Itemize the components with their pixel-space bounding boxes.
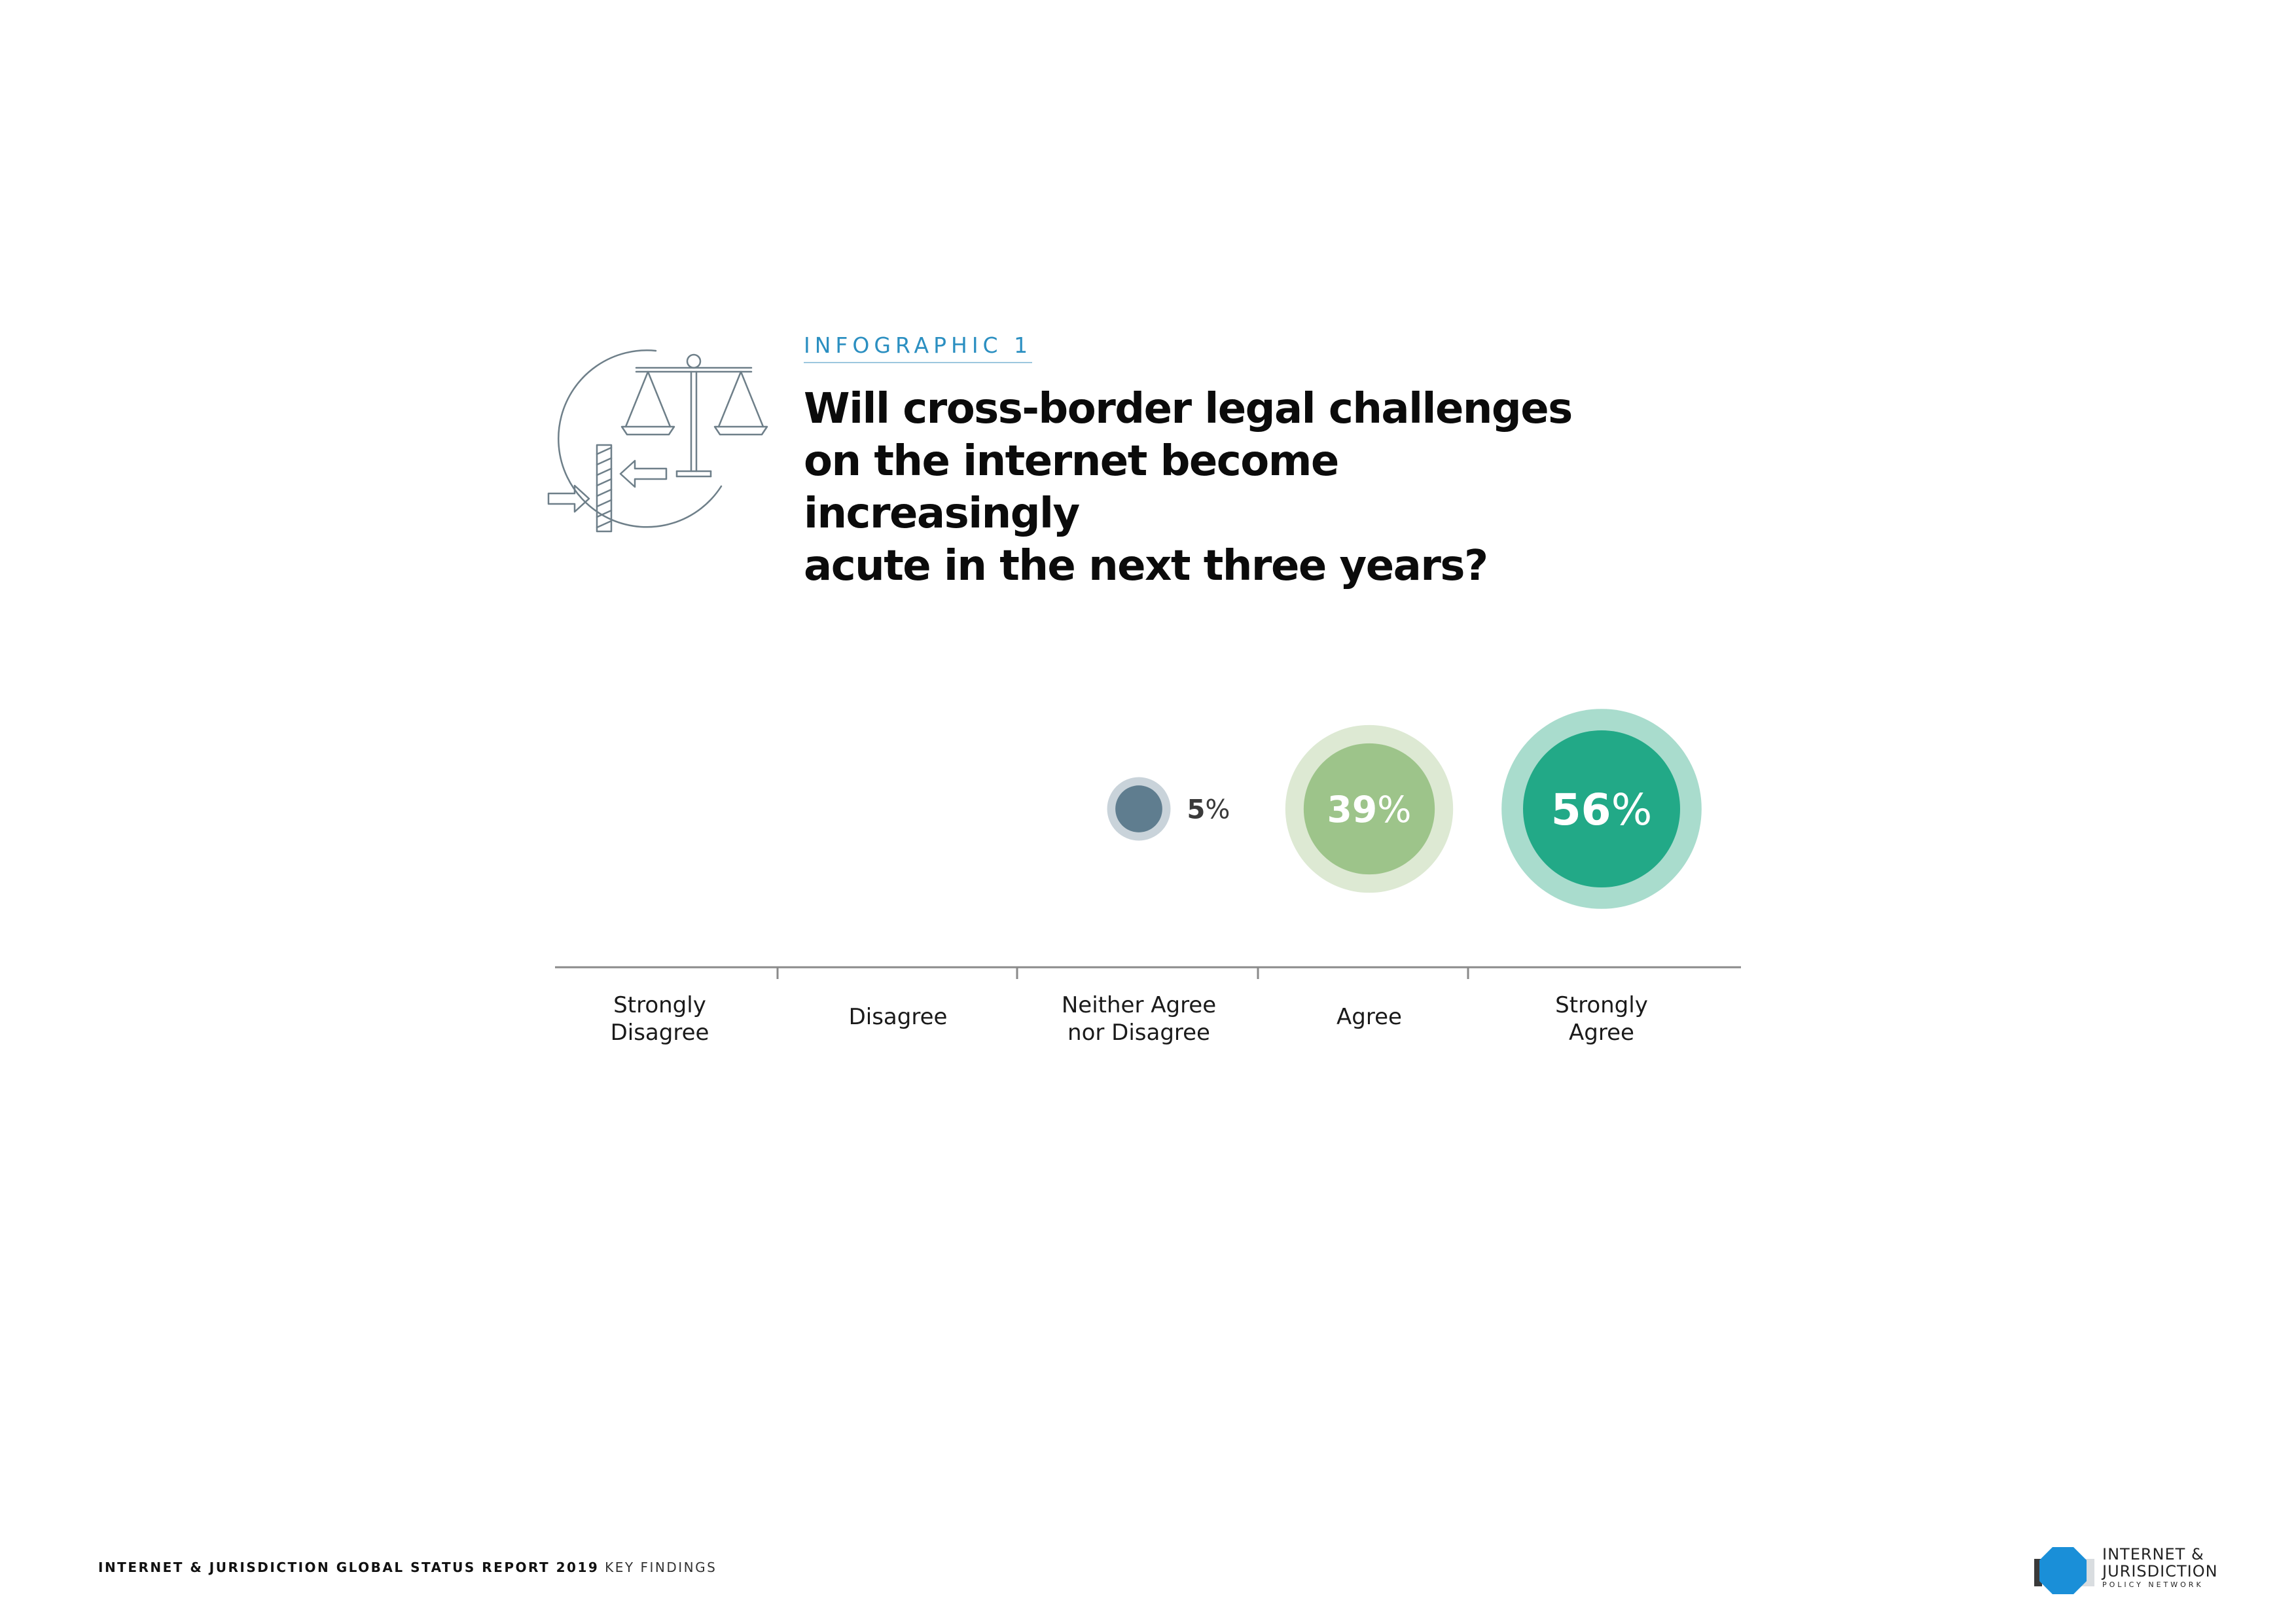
x-tick-label: Disagree bbox=[849, 1004, 948, 1030]
bubble-value-label: 56% bbox=[1551, 785, 1653, 835]
logo-text: INTERNET & JURISDICTION POLICY NETWORK bbox=[2102, 1546, 2218, 1590]
bubble-mark bbox=[1523, 730, 1680, 887]
footer-subtitle: KEY FINDINGS bbox=[599, 1560, 717, 1575]
x-tick-label: Disagree bbox=[611, 1020, 709, 1046]
logo-line-1: INTERNET & bbox=[2102, 1545, 2204, 1563]
octagon-logo-icon bbox=[2034, 1547, 2094, 1594]
x-tick-label: nor Disagree bbox=[1067, 1020, 1210, 1046]
bubble-value-label: 5% bbox=[1187, 794, 1230, 825]
footer-report-title: INTERNET & JURISDICTION GLOBAL STATUS RE… bbox=[98, 1560, 600, 1575]
x-tick-label: Agree bbox=[1569, 1020, 1634, 1046]
bubble-value-label: 39% bbox=[1327, 789, 1412, 830]
infographic-kicker: INFOGRAPHIC 1 bbox=[804, 332, 1033, 363]
page-title: Will cross-border legal challenges on th… bbox=[804, 385, 1573, 590]
x-tick-label: Agree bbox=[1336, 1004, 1402, 1030]
bubble-mark bbox=[1303, 743, 1435, 875]
logo-line-3: POLICY NETWORK bbox=[2102, 1580, 2204, 1589]
logo-line-2: JURISDICTION bbox=[2102, 1562, 2218, 1580]
x-tick-label: Neither Agree bbox=[1062, 992, 1216, 1018]
scale-justice-icon bbox=[547, 349, 768, 533]
footer: INTERNET & JURISDICTION GLOBAL STATUS RE… bbox=[98, 1560, 717, 1575]
x-tick-label: Strongly bbox=[613, 992, 706, 1018]
bubble-mark bbox=[1115, 785, 1162, 832]
x-tick-label: Strongly bbox=[1555, 992, 1648, 1018]
